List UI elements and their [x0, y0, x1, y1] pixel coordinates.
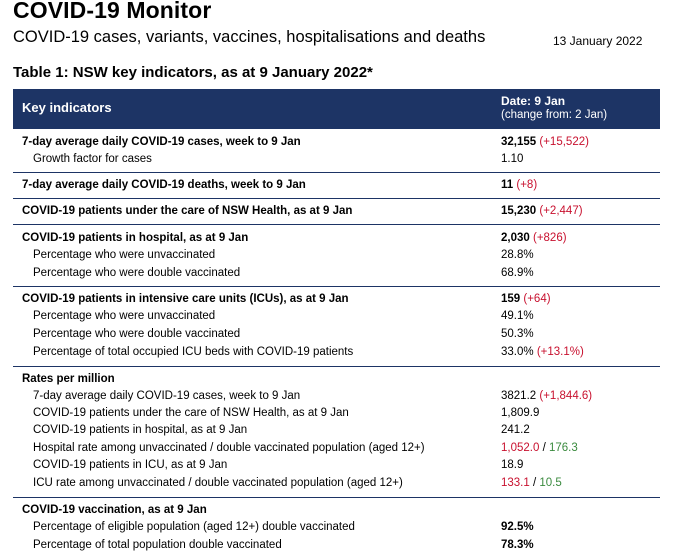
row-value: 159 (+64): [501, 293, 551, 305]
row-value: 78.3%: [501, 539, 534, 551]
table-row: Percentage of eligible population (aged …: [13, 520, 660, 537]
section-label: Rates per million: [22, 373, 115, 385]
column-header-indicators: Key indicators: [22, 100, 112, 115]
unvaccinated-rate: 1,052.0: [501, 442, 540, 454]
row-divider: [13, 224, 660, 225]
row-value-number: 2,030: [501, 232, 530, 244]
row-label: Hospital rate among unvaccinated / doubl…: [33, 442, 425, 454]
row-change: (+826): [532, 232, 567, 244]
page-title: COVID-19 Monitor: [13, 0, 212, 23]
row-divider: [13, 366, 660, 367]
row-label: Percentage who were unvaccinated: [33, 249, 216, 261]
row-value-number: 15,230: [501, 205, 537, 217]
column-header-date: Date: 9 Jan: [501, 94, 566, 108]
row-value: 241.2: [501, 424, 530, 436]
double-vaccinated-rate: 176.3: [548, 442, 578, 454]
row-label: COVID-19 patients under the care of NSW …: [22, 205, 353, 217]
row-divider: [13, 198, 660, 199]
row-value: 18.9: [501, 459, 524, 471]
table-row: COVID-19 vaccination, as at 9 Jan: [13, 503, 660, 520]
table-row: Percentage who were unvaccinated 49.1%: [13, 309, 660, 326]
table-row: COVID-19 patients under the care of NSW …: [13, 406, 660, 423]
table-header: Key indicators Date: 9 Jan (change from:…: [13, 89, 660, 129]
row-change: (+64): [523, 293, 551, 305]
row-label: Percentage of total population double va…: [33, 539, 282, 551]
row-label: COVID-19 patients in intensive care unit…: [22, 293, 349, 305]
page-subtitle: COVID-19 cases, variants, vaccines, hosp…: [13, 28, 486, 46]
row-value: 133.1 / 10.5: [501, 477, 562, 489]
row-value: 68.9%: [501, 267, 534, 279]
table-row: COVID-19 patients in hospital, as at 9 J…: [13, 423, 660, 440]
table-row: Percentage who were double vaccinated 50…: [13, 327, 660, 344]
row-divider: [13, 286, 660, 287]
row-value: 33.0% (+13.1%): [501, 346, 584, 358]
table-row: Hospital rate among unvaccinated / doubl…: [13, 441, 660, 458]
row-value-number: 3821.2: [501, 390, 537, 402]
row-value: 49.1%: [501, 310, 534, 322]
table-row: Percentage who were unvaccinated 28.8%: [13, 248, 660, 265]
row-label: COVID-19 patients under the care of NSW …: [33, 407, 349, 419]
row-value: 1.10: [501, 153, 524, 165]
row-label: 7-day average daily COVID-19 deaths, wee…: [22, 179, 306, 191]
double-vaccinated-rate: 10.5: [539, 477, 562, 489]
row-change: (+2,447): [539, 205, 583, 217]
report-date: 13 January 2022: [553, 34, 643, 48]
row-value: 32,155 (+15,522): [501, 136, 589, 148]
row-label: Percentage of eligible population (aged …: [33, 521, 355, 533]
rate-separator: /: [539, 442, 549, 454]
table-row: 7-day average daily COVID-19 deaths, wee…: [13, 178, 660, 195]
row-value: 3821.2 (+1,844.6): [501, 390, 592, 402]
table-row: ICU rate among unvaccinated / double vac…: [13, 476, 660, 493]
row-value: 1,809.9: [501, 407, 540, 419]
row-value: 15,230 (+2,447): [501, 205, 583, 217]
table-row: COVID-19 patients under the care of NSW …: [13, 204, 660, 221]
row-label: COVID-19 patients in ICU, as at 9 Jan: [33, 459, 228, 471]
row-label: 7-day average daily COVID-19 cases, week…: [33, 390, 301, 402]
table-row: Percentage of total occupied ICU beds wi…: [13, 345, 660, 362]
table-title: Table 1: NSW key indicators, as at 9 Jan…: [13, 64, 373, 81]
table-row: Percentage who were double vaccinated 68…: [13, 266, 660, 283]
unvaccinated-rate: 133.1: [501, 477, 530, 489]
table-row: Growth factor for cases 1.10: [13, 152, 660, 169]
row-change: (+15,522): [539, 136, 589, 148]
row-change: (+1,844.6): [539, 390, 593, 402]
row-change: (+8): [516, 179, 538, 191]
row-label: Percentage who were double vaccinated: [33, 328, 241, 340]
row-divider: [13, 497, 660, 498]
row-value: 50.3%: [501, 328, 534, 340]
row-value: 11 (+8): [501, 179, 537, 191]
row-value: 2,030 (+826): [501, 232, 567, 244]
row-label: 7-day average daily COVID-19 cases, week…: [22, 136, 301, 148]
table-row: COVID-19 patients in intensive care unit…: [13, 292, 660, 309]
table-row: COVID-19 patients in hospital, as at 9 J…: [13, 231, 660, 248]
row-change: (+13.1%): [536, 346, 584, 358]
table-row: Percentage of total population double va…: [13, 538, 660, 555]
row-value: 28.8%: [501, 249, 534, 261]
table-row: Rates per million: [13, 372, 660, 389]
column-header-change: (change from: 2 Jan): [501, 109, 608, 121]
row-value-number: 33.0%: [501, 346, 534, 358]
row-label: Growth factor for cases: [33, 153, 152, 165]
row-label: ICU rate among unvaccinated / double vac…: [33, 477, 403, 489]
row-value-number: 32,155: [501, 136, 537, 148]
table-row: 7-day average daily COVID-19 cases, week…: [13, 135, 660, 152]
row-value: 1,052.0 / 176.3: [501, 442, 578, 454]
row-value: 92.5%: [501, 521, 534, 533]
row-label: Percentage who were double vaccinated: [33, 267, 241, 279]
row-label: COVID-19 patients in hospital, as at 9 J…: [22, 232, 249, 244]
table-row: COVID-19 patients in ICU, as at 9 Jan 18…: [13, 458, 660, 475]
row-label: Percentage of total occupied ICU beds wi…: [33, 346, 354, 358]
row-value-number: 11: [501, 179, 514, 191]
row-value-number: 159: [501, 293, 521, 305]
section-label: COVID-19 vaccination, as at 9 Jan: [22, 504, 207, 516]
table-row: 7-day average daily COVID-19 cases, week…: [13, 389, 660, 406]
row-label: COVID-19 patients in hospital, as at 9 J…: [33, 424, 248, 436]
row-label: Percentage who were unvaccinated: [33, 310, 216, 322]
row-divider: [13, 172, 660, 173]
rate-separator: /: [529, 477, 540, 489]
